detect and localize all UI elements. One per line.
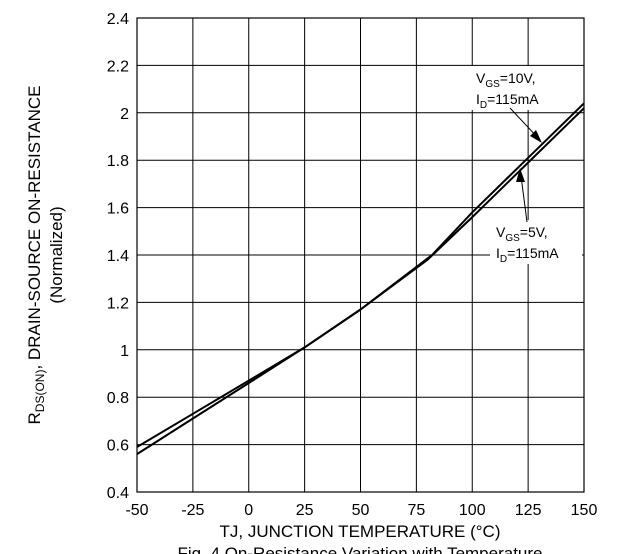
annotation-arrowhead-2 <box>516 168 525 182</box>
y-tick-label: 1.6 <box>107 201 129 218</box>
x-tick-label: 0 <box>244 502 253 519</box>
x-tick-label: 50 <box>352 502 370 519</box>
y-tick-label: 2.4 <box>107 11 129 28</box>
y-tick-label: 0.6 <box>107 438 129 455</box>
x-tick-label: 75 <box>407 502 425 519</box>
y-tick-label: 0.4 <box>107 485 129 502</box>
annotation-background <box>470 66 582 110</box>
plot-area-frame <box>136 17 585 493</box>
x-axis-label: TJ, JUNCTION TEMPERATURE (°C) <box>220 522 501 541</box>
grid <box>136 17 585 493</box>
y-tick-labels: 0.4 0.6 0.8 1 1.2 1.4 1.6 1.8 2 2.2 2.4 <box>107 11 129 502</box>
x-tick-label: 125 <box>515 502 542 519</box>
annotation-arrowhead-1 <box>530 130 542 143</box>
y-axis-label: RDS(ON), DRAIN-SOURCE ON-RESISTANCE <box>25 86 47 425</box>
figure-caption: Fig. 4 On-Resistance Variation with Temp… <box>177 544 542 554</box>
annotation-leader-2 <box>520 175 528 223</box>
annotation-background <box>490 220 582 264</box>
annotation-vgs10: VGS=10V, <box>476 70 536 90</box>
series-layer <box>136 102 585 455</box>
y-tick-label: 1.4 <box>107 248 129 265</box>
annotation-id-1: ID=115mA <box>476 91 539 111</box>
series-line-2 <box>136 107 585 455</box>
annotation-vgs5: VGS=5V, <box>496 224 548 244</box>
x-tick-label: -25 <box>181 502 204 519</box>
y-tick-label: 2.2 <box>107 58 129 75</box>
y-tick-label: 0.8 <box>107 390 129 407</box>
y-tick-label: 2 <box>120 106 129 123</box>
y-axis-label-line2: (Normalized) <box>47 206 66 303</box>
x-tick-label: 150 <box>571 502 598 519</box>
y-tick-label: 1.2 <box>107 295 129 312</box>
annotation-id-2: ID=115mA <box>496 245 559 265</box>
y-tick-label: 1 <box>120 343 129 360</box>
x-tick-label: 25 <box>296 502 314 519</box>
x-tick-label: 100 <box>459 502 486 519</box>
y-tick-label: 1.8 <box>107 153 129 170</box>
x-tick-labels: -50 -25 0 25 50 75 100 125 150 <box>125 502 597 519</box>
x-tick-label: -50 <box>125 502 148 519</box>
